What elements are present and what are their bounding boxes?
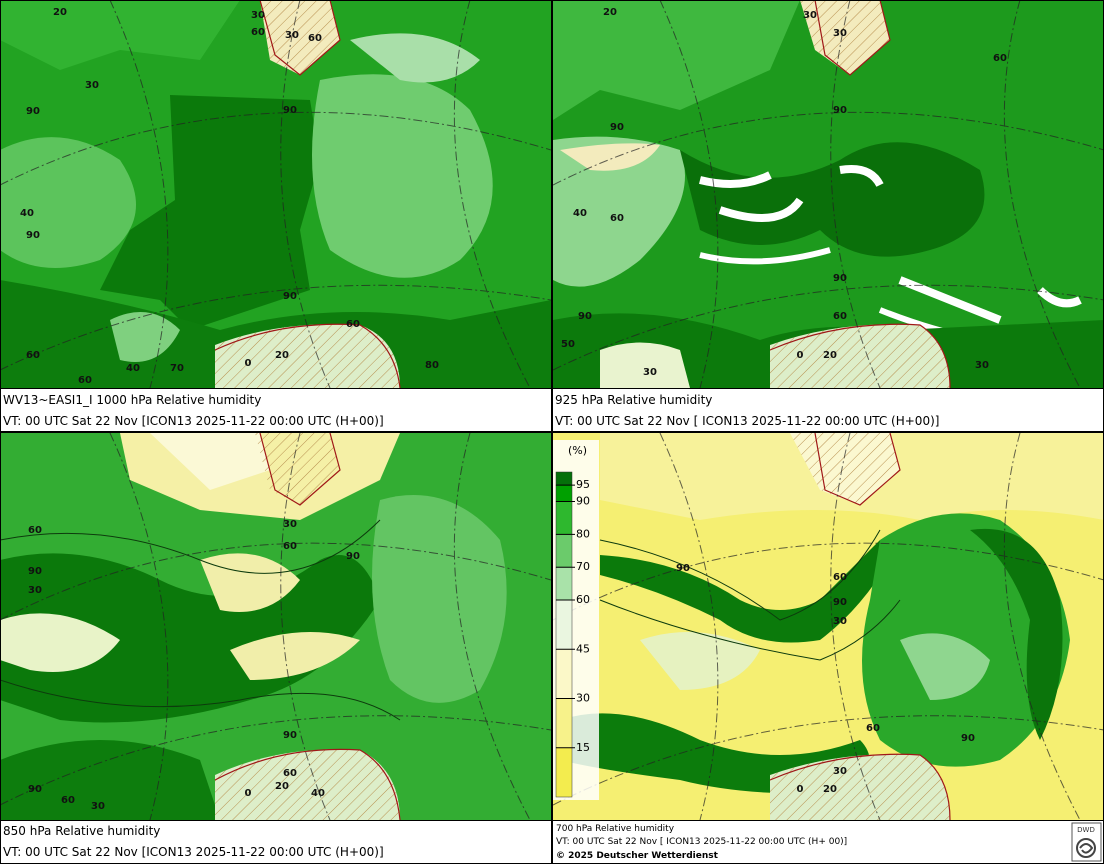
contour-label: 90 bbox=[283, 291, 297, 302]
contour-label: 20 bbox=[603, 7, 617, 18]
contour-label: 50 bbox=[561, 339, 575, 350]
legend-swatch bbox=[555, 484, 573, 502]
contour-label: 60 bbox=[283, 768, 297, 779]
legend-swatch bbox=[555, 649, 573, 699]
panel-valid-time: VT: 00 UTC Sat 22 Nov [ICON13 2025-11-22… bbox=[3, 414, 384, 428]
contour-label: 60 bbox=[251, 27, 265, 38]
contour-label: 60 bbox=[833, 572, 847, 583]
legend-swatch bbox=[555, 471, 573, 486]
contour-label: 30 bbox=[28, 585, 42, 596]
contour-label: 30 bbox=[975, 360, 989, 371]
panel-valid-time: VT: 00 UTC Sat 22 Nov [ ICON13 2025-11-2… bbox=[555, 414, 939, 428]
contour-label: 60 bbox=[346, 319, 360, 330]
contour-label: 20 bbox=[53, 7, 67, 18]
contour-label: 90 bbox=[28, 784, 42, 795]
contour-label: 0 bbox=[797, 784, 804, 795]
legend-swatch bbox=[555, 501, 573, 535]
contour-label: 30 bbox=[283, 519, 297, 530]
contour-label: 60 bbox=[833, 311, 847, 322]
contour-label: 20 bbox=[823, 784, 837, 795]
contour-label: 30 bbox=[285, 30, 299, 41]
panel-title: WV13~EASI1_I 1000 hPa Relative humidity bbox=[3, 393, 261, 407]
contour-label: 40 bbox=[126, 363, 140, 374]
contour-label: 30 bbox=[803, 10, 817, 21]
dwd-logo: DWD bbox=[1071, 822, 1102, 862]
legend-label: 45 bbox=[576, 642, 590, 655]
contour-label: 0 bbox=[245, 358, 252, 369]
copyright: © 2025 Deutscher Wetterdienst bbox=[556, 851, 719, 861]
map-panel bbox=[0, 0, 551, 388]
legend-unit: (%) bbox=[568, 444, 587, 457]
contour-label: 90 bbox=[578, 311, 592, 322]
contour-label: 90 bbox=[283, 105, 297, 116]
contour-label: 70 bbox=[170, 363, 184, 374]
contour-label: 60 bbox=[61, 795, 75, 806]
contour-label: 90 bbox=[961, 733, 975, 744]
panel-valid-time: VT: 00 UTC Sat 22 Nov [ICON13 2025-11-22… bbox=[3, 845, 384, 859]
contour-labels: 20 30 30 60 90 90 40 60 90 90 60 50 30 0 20 30 bbox=[561, 7, 1007, 378]
map-panel bbox=[553, 0, 1104, 388]
contour-label: 90 bbox=[28, 566, 42, 577]
contour-label: 60 bbox=[308, 33, 322, 44]
map-panel bbox=[0, 433, 551, 820]
legend-label: 30 bbox=[576, 692, 590, 705]
panel-title: 850 hPa Relative humidity bbox=[3, 824, 160, 838]
contour-label: 90 bbox=[26, 230, 40, 241]
contour-label: 30 bbox=[833, 616, 847, 627]
contour-label: 0 bbox=[245, 788, 252, 799]
legend-swatch bbox=[555, 566, 573, 601]
panel-valid-time: VT: 00 UTC Sat 22 Nov [ ICON13 2025-11-2… bbox=[556, 837, 847, 847]
legend-label: 95 bbox=[576, 478, 590, 491]
legend-label: 15 bbox=[576, 741, 590, 754]
contour-label: 90 bbox=[283, 730, 297, 741]
contour-label: 30 bbox=[833, 28, 847, 39]
contour-label: 0 bbox=[797, 350, 804, 361]
panel-title: 700 hPa Relative humidity bbox=[556, 824, 675, 834]
legend-label: 60 bbox=[576, 593, 590, 606]
contour-label: 90 bbox=[26, 106, 40, 117]
contour-label: 30 bbox=[91, 801, 105, 812]
contour-label: 30 bbox=[85, 80, 99, 91]
legend-swatch bbox=[555, 534, 573, 568]
legend-label: 70 bbox=[576, 560, 590, 573]
legend-label: 90 bbox=[576, 495, 590, 508]
legend-swatch bbox=[555, 599, 573, 650]
contour-label: 40 bbox=[20, 208, 34, 219]
contour-label: 20 bbox=[275, 781, 289, 792]
contour-label: 90 bbox=[676, 563, 690, 574]
contour-label: 60 bbox=[78, 375, 92, 386]
contour-label: 90 bbox=[833, 273, 847, 284]
contour-label: 60 bbox=[28, 525, 42, 536]
contour-label: 40 bbox=[573, 208, 587, 219]
legend-label: 80 bbox=[576, 527, 590, 540]
contour-label: 60 bbox=[283, 541, 297, 552]
contour-label: 60 bbox=[610, 213, 624, 224]
contour-labels: 60 30 60 90 90 30 90 60 90 60 30 0 20 40 bbox=[28, 519, 360, 812]
contour-labels: 90 60 90 30 60 90 30 0 20 bbox=[676, 563, 975, 795]
panel-title: 925 hPa Relative humidity bbox=[555, 393, 712, 407]
contour-label: 30 bbox=[251, 10, 265, 21]
contour-label: 40 bbox=[311, 788, 325, 799]
contour-label: 80 bbox=[425, 360, 439, 371]
map-panel bbox=[553, 433, 1104, 820]
legend-swatch bbox=[555, 747, 573, 798]
contour-label: 90 bbox=[346, 551, 360, 562]
contour-label: 30 bbox=[643, 367, 657, 378]
contour-label: 60 bbox=[26, 350, 40, 361]
contour-label: 20 bbox=[823, 350, 837, 361]
legend-swatch bbox=[555, 698, 573, 749]
legend: (%) 95 90 80 70 60 45 30 15 bbox=[553, 440, 599, 800]
contour-labels: 20 30 60 30 60 30 90 90 40 90 90 60 60 40 70 80 60 0 20 bbox=[20, 7, 439, 386]
contour-label: 90 bbox=[610, 122, 624, 133]
contour-label: 90 bbox=[833, 597, 847, 608]
contour-label: 30 bbox=[833, 766, 847, 777]
logo-text: DWD bbox=[1077, 826, 1095, 834]
contour-label: 20 bbox=[275, 350, 289, 361]
contour-label: 90 bbox=[833, 105, 847, 116]
contour-label: 60 bbox=[866, 723, 880, 734]
contour-label: 60 bbox=[993, 53, 1007, 64]
